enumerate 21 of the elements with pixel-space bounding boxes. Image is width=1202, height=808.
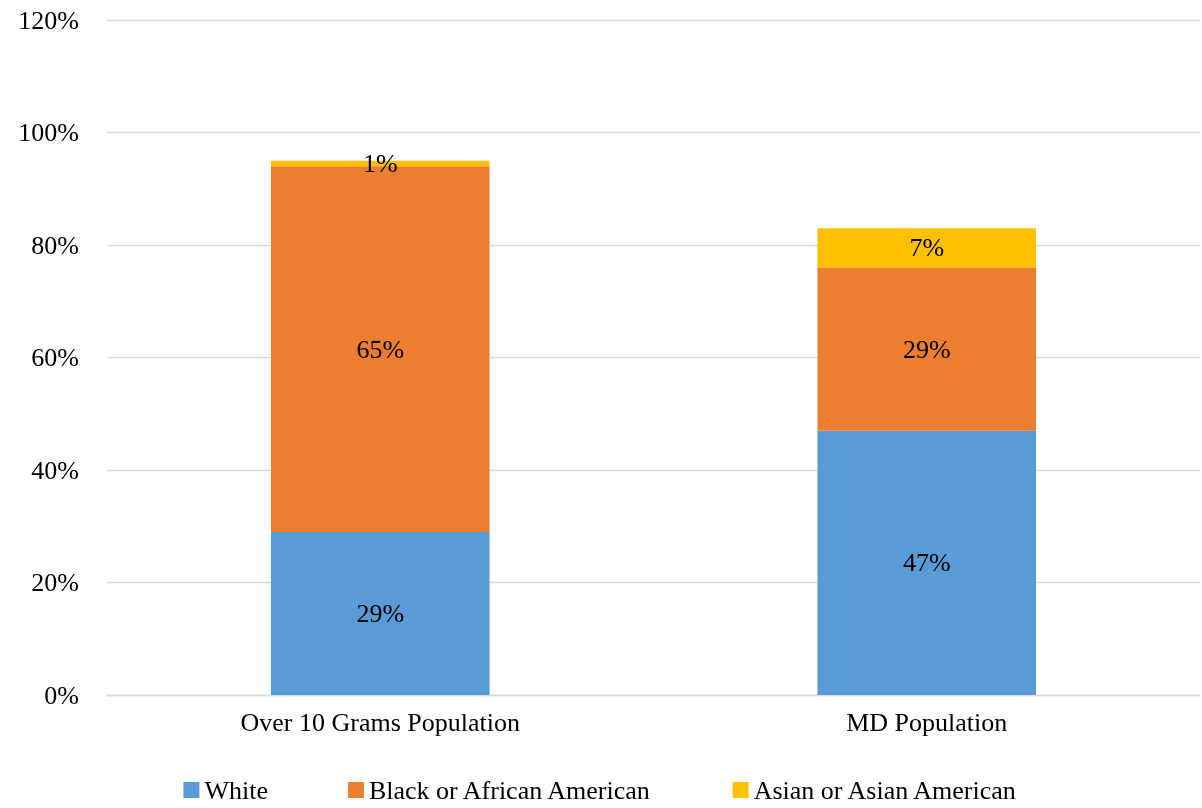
legend-label: Asian or Asian American	[753, 775, 1016, 805]
x-tick-label: Over 10 Grams Population	[240, 707, 520, 737]
data-label: 7%	[909, 233, 945, 263]
legend-label: White	[204, 775, 268, 805]
bar	[817, 430, 1037, 695]
data-label: 65%	[356, 334, 405, 364]
y-tick-label: 120%	[18, 5, 79, 35]
y-tick-label: 60%	[31, 343, 79, 372]
y-tick-label: 40%	[31, 455, 79, 485]
y-tick-label: 20%	[31, 568, 79, 597]
y-tick-label: 100%	[18, 118, 79, 147]
bar	[817, 228, 1037, 268]
data-label: 29%	[902, 334, 951, 364]
data-label: 47%	[902, 548, 951, 578]
x-tick-label: MD Population	[846, 707, 1008, 737]
data-label: 29%	[356, 598, 405, 628]
y-tick-label: 80%	[31, 230, 79, 260]
y-tick-label: 0%	[44, 680, 79, 710]
bar	[270, 531, 490, 695]
bar	[817, 267, 1037, 431]
legend-label: Black or African American	[368, 775, 650, 805]
